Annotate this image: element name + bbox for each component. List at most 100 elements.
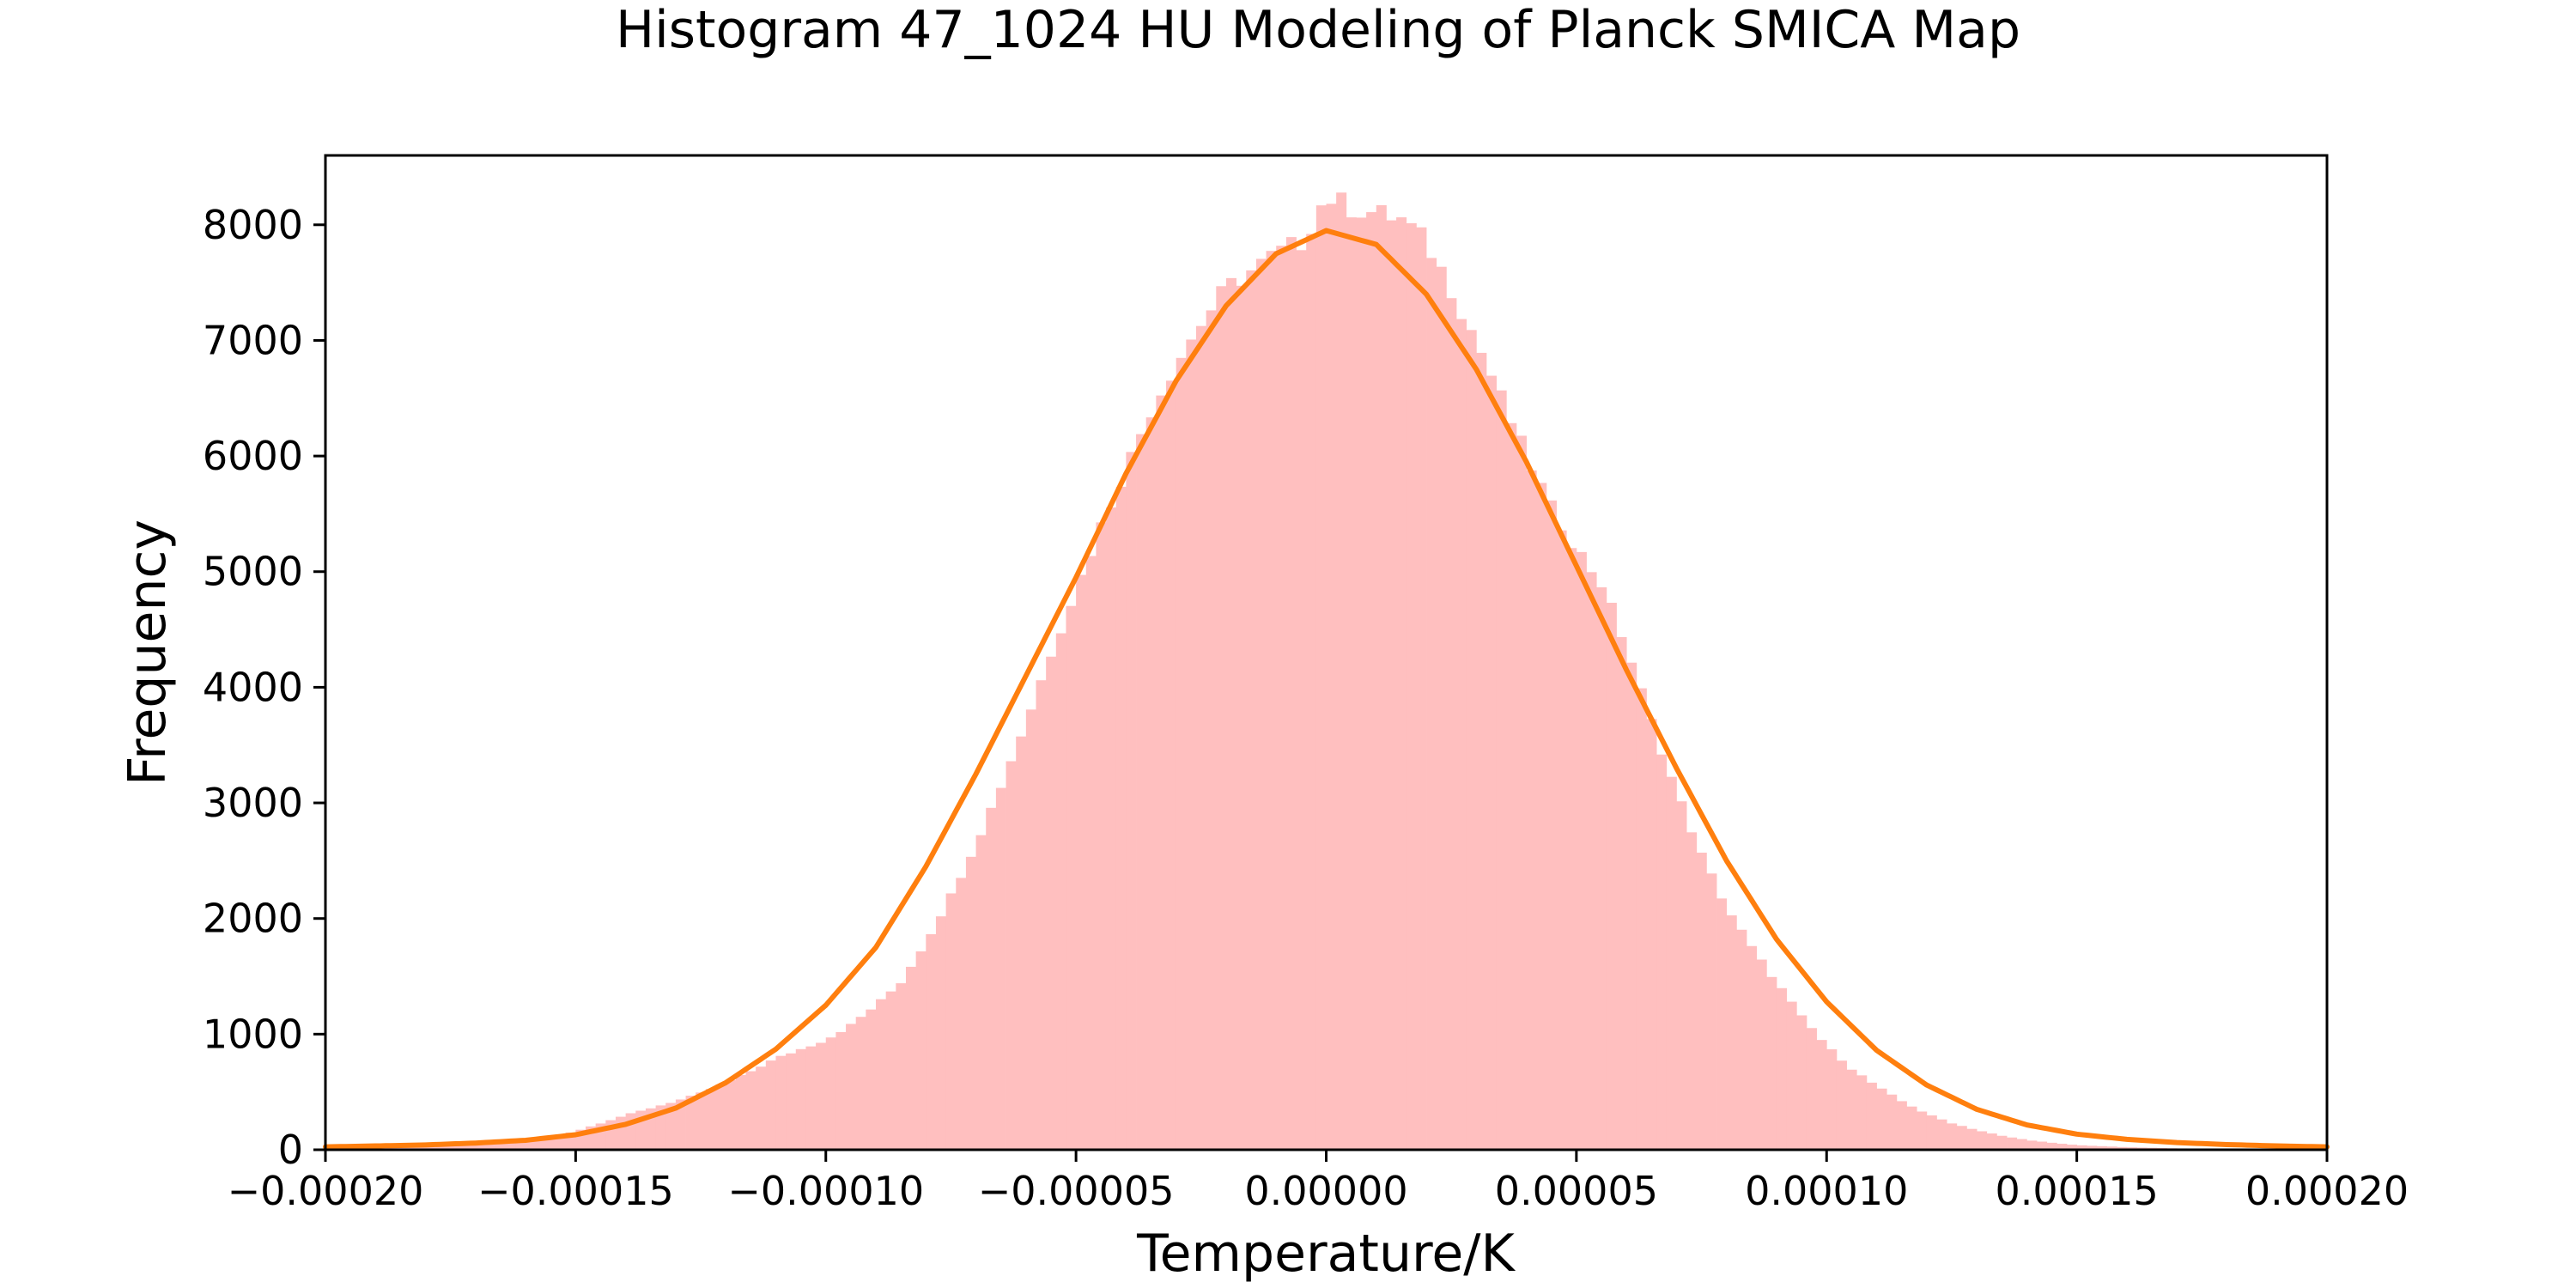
y-tick-label: 7000: [203, 317, 303, 363]
histogram-bar: [1726, 915, 1737, 1150]
histogram-bar: [1206, 310, 1217, 1150]
histogram-bar: [855, 1017, 866, 1150]
histogram-bar: [1186, 339, 1197, 1150]
histogram-bar: [1936, 1119, 1947, 1150]
histogram-bar: [1546, 500, 1557, 1150]
histogram-bar: [1596, 587, 1607, 1150]
histogram-bar: [1096, 522, 1107, 1150]
histogram-bar: [765, 1060, 776, 1150]
histogram-bar: [2117, 1146, 2128, 1150]
histogram-bar: [1085, 556, 1097, 1150]
histogram-bar: [455, 1145, 466, 1150]
histogram-bar: [735, 1074, 746, 1150]
histogram-bar: [1626, 662, 1637, 1150]
histogram-bar: [1966, 1128, 1978, 1150]
y-tick-label: 6000: [203, 433, 303, 479]
histogram-bar: [1876, 1088, 1887, 1150]
histogram-bar: [1416, 227, 1427, 1150]
y-tick-label: 8000: [203, 202, 303, 248]
histogram-bar: [1166, 380, 1177, 1151]
x-tick-label: 0.00010: [1745, 1168, 1908, 1214]
histogram-bar: [425, 1146, 436, 1150]
histogram-bar: [816, 1042, 827, 1150]
y-axis-label: Frequency: [118, 519, 178, 786]
histogram-bar: [1225, 277, 1237, 1150]
histogram-bar: [1666, 776, 1677, 1150]
histogram-bar: [1676, 801, 1687, 1150]
y-tick-label: 0: [278, 1127, 303, 1173]
histogram-bar: [696, 1092, 707, 1150]
histogram-bar: [1706, 873, 1717, 1150]
histogram-bar: [1055, 633, 1066, 1150]
histogram-bar: [1606, 602, 1617, 1150]
histogram-bar: [1836, 1060, 1847, 1150]
histogram-bar: [876, 999, 887, 1150]
histogram-bar: [1255, 258, 1267, 1151]
histogram-bar: [1476, 352, 1487, 1150]
histogram-bar: [2037, 1141, 2048, 1150]
histogram-bar: [1156, 395, 1167, 1151]
x-axis-label: Temperature/K: [1136, 1224, 1516, 1284]
histogram-bar: [1826, 1049, 1838, 1150]
histogram-bar: [1947, 1123, 1958, 1150]
histogram-bar: [1236, 285, 1247, 1151]
histogram-bar: [1686, 832, 1698, 1150]
histogram-bar: [465, 1145, 477, 1150]
histogram-bar: [1616, 636, 1627, 1150]
histogram-bar: [1536, 483, 1547, 1150]
x-tick-label: −0.00005: [978, 1168, 1175, 1214]
histogram-bar: [1636, 688, 1647, 1150]
histogram-bar: [1856, 1075, 1868, 1150]
histogram-bar: [715, 1084, 726, 1150]
histogram-bar: [1456, 319, 1467, 1150]
histogram-bar: [1216, 286, 1227, 1150]
histogram-bar: [1566, 548, 1577, 1150]
histogram-bar: [1917, 1111, 1928, 1150]
histogram-bar: [1806, 1028, 1817, 1150]
histogram-bar: [1496, 390, 1507, 1150]
histogram-bar: [1786, 1001, 1797, 1150]
histogram-bar: [615, 1116, 627, 1150]
histogram-bar: [1005, 761, 1017, 1150]
histogram-bar: [1996, 1135, 2008, 1150]
histogram-bar: [2016, 1139, 2027, 1150]
histogram-bar: [2007, 1137, 2018, 1150]
histogram-bar: [1816, 1040, 1827, 1150]
histogram-bar: [1046, 656, 1057, 1150]
histogram-bar: [1466, 330, 1477, 1151]
histogram-bar: [515, 1140, 526, 1150]
histogram-bar: [655, 1105, 666, 1150]
histogram-bar: [526, 1139, 537, 1150]
histogram-bar: [1346, 217, 1357, 1150]
histogram-bar: [1246, 270, 1257, 1150]
histogram-bar: [1436, 266, 1447, 1151]
histogram-bar: [956, 878, 967, 1150]
histogram-bar: [896, 983, 907, 1150]
histogram-bar: [1556, 530, 1567, 1150]
histogram-bar: [1366, 212, 1377, 1150]
histogram-bar: [2066, 1145, 2078, 1150]
histogram-bar: [505, 1141, 516, 1150]
histogram-bar: [1145, 417, 1157, 1151]
histogram-bar: [1306, 234, 1317, 1150]
y-axis-ticks: 0 1000 2000 3000 4000 5000 6000 7000 8000: [203, 202, 325, 1173]
histogram-bar: [1446, 298, 1457, 1151]
histogram-bar: [675, 1099, 686, 1150]
histogram-bar: [965, 856, 976, 1150]
histogram-bar: [1406, 223, 1417, 1150]
histogram-bar: [915, 951, 927, 1150]
histogram-bar: [885, 991, 896, 1150]
histogram-bar: [1266, 251, 1277, 1151]
histogram-bar: [705, 1089, 716, 1150]
histogram-bar: [795, 1048, 806, 1150]
histogram-bar: [1886, 1094, 1898, 1150]
histogram-bar: [1506, 422, 1517, 1150]
histogram-bar: [2046, 1142, 2057, 1150]
histogram-bar: [756, 1066, 767, 1150]
histogram-bar: [975, 835, 987, 1150]
histogram-bar: [1956, 1126, 1967, 1150]
x-tick-label: −0.00010: [727, 1168, 924, 1214]
histogram-bar: [1126, 452, 1137, 1150]
chart-title: Histogram 47_1024 HU Modeling of Planck …: [616, 0, 2020, 60]
